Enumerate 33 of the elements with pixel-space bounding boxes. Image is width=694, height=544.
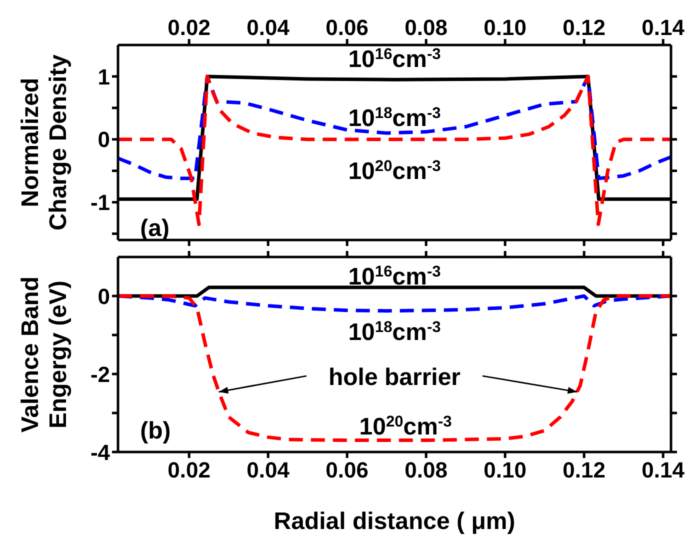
x-tick-label: 0.12 [562, 15, 606, 40]
annotation: 10$^{18}$cm$^{-3}$ [348, 104, 442, 132]
annotation: 10$^{18}$cm$^{-3}$ [348, 318, 442, 346]
x-tick-label: 0.14 [642, 458, 686, 483]
annotation: hole barrier [328, 364, 461, 391]
y-tick-label: -1 [90, 190, 110, 216]
x-tick-label: 0.12 [562, 458, 606, 483]
annotation: 10$^{20}$cm$^{-3}$ [359, 412, 452, 440]
y-tick-label: -2 [90, 362, 110, 387]
annotation: 10$^{16}$cm$^{-3}$ [348, 263, 442, 291]
annotation: 10$^{20}$cm$^{-3}$ [348, 158, 442, 186]
y-tick-label: 0 [98, 284, 110, 309]
x-tick-label: 0.14 [642, 15, 686, 40]
x-tick-label: 0.10 [484, 15, 527, 40]
x-tick-label: 0.04 [246, 458, 290, 483]
x-tick-label: 0.06 [326, 15, 369, 40]
y-axis-title: Valence Band Engergy (eV) [17, 276, 72, 433]
y-tick-label: 1 [98, 64, 110, 90]
x-tick-label: 0.08 [404, 15, 448, 40]
x-tick-label: 0.02 [168, 15, 211, 40]
x-tick-label: 0.06 [326, 458, 369, 483]
annotation: 10$^{16}$cm$^{-3}$ [348, 45, 442, 73]
y-axis-title: Normalized Charge Density [17, 54, 72, 231]
annotation: (b) [140, 417, 171, 444]
y-tick-label: -4 [90, 440, 111, 465]
x-tick-label: 0.08 [404, 458, 448, 483]
x-axis-title: Radial distance ( μm) [274, 508, 516, 535]
line-series [118, 294, 671, 442]
x-tick-label: 0.04 [246, 15, 290, 40]
y-tick-label: 0 [98, 127, 110, 152]
x-tick-label: 0.02 [168, 458, 211, 483]
x-tick-label: 0.10 [484, 458, 527, 483]
line-series [118, 74, 671, 180]
